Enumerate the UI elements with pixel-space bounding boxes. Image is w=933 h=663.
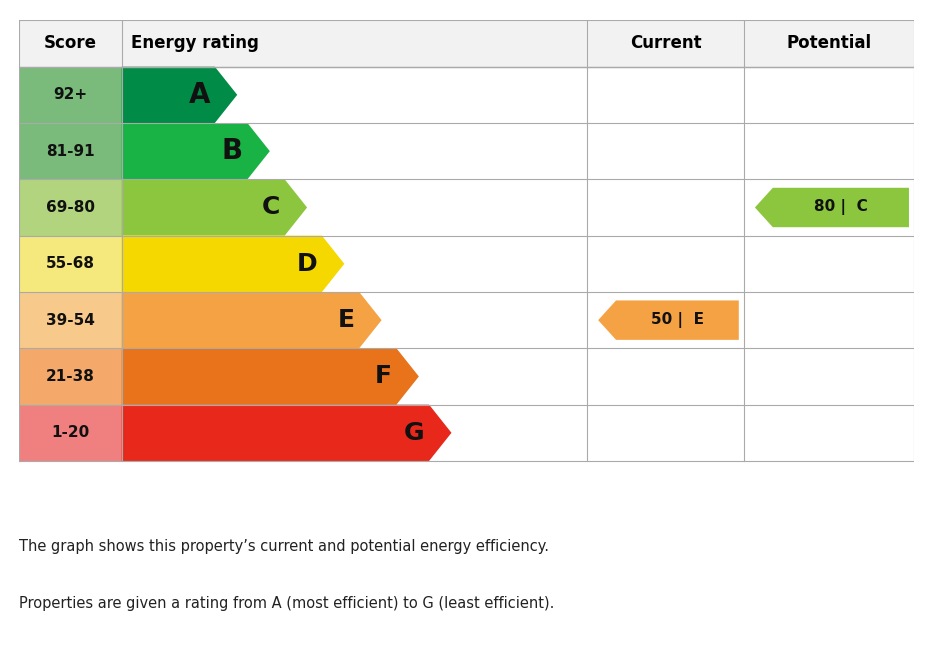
Text: Properties are given a rating from A (most efficient) to G (least efficient).: Properties are given a rating from A (mo… — [19, 596, 554, 611]
Polygon shape — [121, 292, 382, 348]
Polygon shape — [121, 348, 419, 404]
Text: The graph shows this property’s current and potential energy efficiency.: The graph shows this property’s current … — [19, 540, 549, 554]
Text: Potential: Potential — [787, 34, 871, 52]
Text: D: D — [297, 252, 317, 276]
Text: G: G — [404, 421, 425, 445]
Text: Energy rating: Energy rating — [131, 34, 258, 52]
Text: 81-91: 81-91 — [46, 144, 94, 158]
Text: 21-38: 21-38 — [46, 369, 94, 384]
Text: 80 |  C: 80 | C — [814, 200, 868, 215]
Bar — [19, 123, 121, 179]
Bar — [19, 20, 914, 67]
Text: 55-68: 55-68 — [46, 257, 94, 271]
Polygon shape — [755, 188, 909, 227]
Polygon shape — [121, 235, 344, 292]
Bar — [19, 67, 121, 123]
Text: 69-80: 69-80 — [46, 200, 94, 215]
Bar — [19, 179, 121, 235]
Text: 92+: 92+ — [53, 88, 87, 102]
Bar — [19, 348, 121, 404]
Text: 50 |  E: 50 | E — [651, 312, 703, 328]
Bar — [19, 404, 121, 461]
Bar — [19, 235, 121, 292]
Text: Current: Current — [630, 34, 702, 52]
Polygon shape — [121, 179, 307, 235]
Text: B: B — [222, 137, 243, 165]
Text: 1-20: 1-20 — [51, 425, 90, 440]
Text: Score: Score — [44, 34, 97, 52]
Text: F: F — [375, 365, 392, 389]
Polygon shape — [121, 67, 237, 123]
Polygon shape — [598, 300, 739, 340]
Polygon shape — [121, 404, 452, 461]
Text: C: C — [262, 196, 280, 219]
Bar — [19, 292, 121, 348]
Text: 39-54: 39-54 — [46, 313, 94, 328]
Text: A: A — [188, 81, 210, 109]
Text: E: E — [338, 308, 355, 332]
Polygon shape — [121, 123, 270, 179]
